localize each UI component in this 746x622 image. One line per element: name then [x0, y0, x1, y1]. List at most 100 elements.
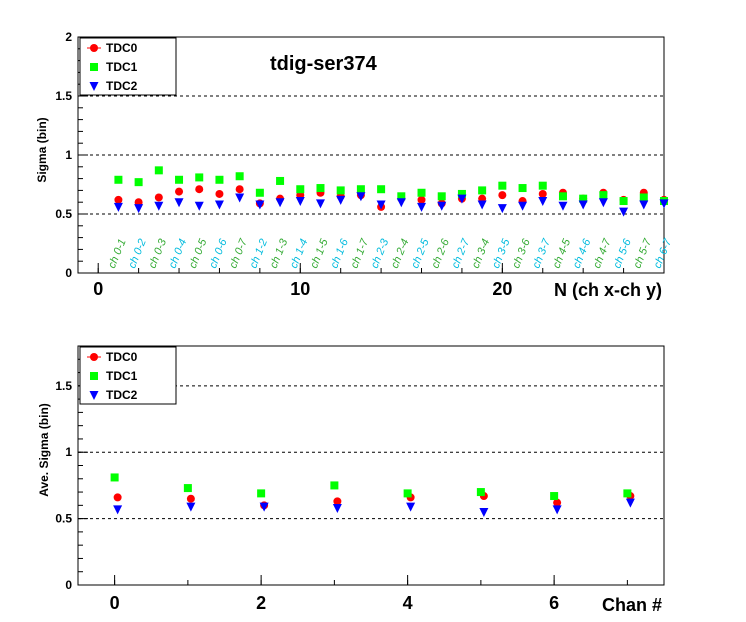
tdc0-point	[498, 191, 507, 200]
top-y-tick-label: 1.5	[55, 89, 72, 103]
tdc2-point	[275, 198, 285, 208]
tdc2-point	[619, 207, 629, 217]
bottom-y-tick-label: 1	[65, 445, 72, 459]
tdc2-point	[598, 198, 608, 208]
legend-label-tdc1: TDC1	[106, 60, 138, 74]
tdc1-point	[478, 186, 487, 195]
legend-marker-tdc1	[90, 63, 98, 71]
top-x-tick-label: 20	[492, 279, 512, 299]
pair-label: ch 1-4	[288, 237, 311, 270]
tdc2-point	[437, 201, 447, 211]
bottom-chart-layer: 0 0.5 1 1.5 0 2 4 6 TDC0 TDC1 TDC2	[55, 345, 664, 613]
tdc1-point	[235, 172, 244, 181]
tdc0-point	[195, 185, 204, 194]
bottom-x-tick-label: 4	[403, 593, 413, 613]
tdc1-point	[377, 185, 386, 194]
pair-label: ch 0-1	[106, 237, 129, 270]
tdc1-point	[154, 166, 163, 175]
tdc1-point	[296, 185, 305, 194]
top-y-tick-label: 0.5	[55, 207, 72, 221]
tdc0-point	[186, 494, 195, 503]
legend-label-tdc2: TDC2	[106, 79, 138, 93]
tdc1-point	[215, 175, 224, 184]
tdc1-point	[276, 176, 285, 185]
tdc0-point	[175, 187, 184, 196]
tdc2-point	[315, 199, 325, 209]
tdc2-point	[356, 192, 366, 202]
bottom-x-tick-label: 6	[549, 593, 559, 613]
tdc1-point	[175, 175, 184, 184]
top-chart-title: tdig-ser374	[270, 53, 378, 75]
pair-label: ch 2-4	[389, 237, 412, 270]
tdc2-point	[336, 195, 346, 205]
legend-marker-tdc2	[89, 82, 99, 91]
top-y-tick-label: 0	[65, 266, 72, 280]
tdc2-point	[113, 202, 123, 212]
tdc2-point	[255, 200, 265, 210]
tdc2-point	[417, 202, 427, 212]
tdc1-point	[255, 188, 264, 197]
tdc2-point	[113, 505, 123, 515]
top-x-tick-label: 10	[290, 279, 310, 299]
legend-marker-tdc2	[89, 391, 99, 400]
top-y-axis-title: Sigma (bin)	[35, 117, 49, 182]
tdc2-point	[376, 200, 386, 210]
tdc2-point	[552, 505, 562, 515]
tdc2-point	[186, 502, 196, 512]
legend-label-tdc0: TDC0	[106, 41, 138, 55]
tdc1-point	[257, 489, 266, 498]
pair-label: ch 6-7	[652, 236, 675, 270]
tdc2-point	[477, 200, 487, 210]
legend-label-tdc0: TDC0	[106, 350, 138, 364]
pair-label: ch 3-4	[470, 237, 493, 270]
tdc1-point	[619, 197, 628, 206]
legend-label-tdc2: TDC2	[106, 388, 138, 402]
legend-marker-tdc0	[90, 353, 98, 361]
tdc2-point	[625, 498, 635, 508]
pair-label: ch 0-4	[167, 237, 190, 270]
tdc1-point	[518, 184, 527, 193]
pair-label: ch 0-2	[126, 237, 149, 270]
tdc1-point	[498, 181, 507, 190]
tdc2-point	[174, 198, 184, 208]
bottom-y-tick-label: 0	[65, 578, 72, 592]
tdc2-point	[406, 502, 416, 512]
tdc2-point	[639, 200, 649, 210]
bottom-x-tick-label: 0	[110, 593, 120, 613]
tdc2-point	[497, 204, 507, 214]
tdc1-point	[183, 484, 192, 493]
tdc2-point	[538, 197, 548, 207]
tdc1-point	[558, 192, 567, 201]
tdc1-point	[316, 184, 325, 193]
top-x-axis-title: N (ch x-ch y)	[554, 280, 662, 300]
tdc0-point	[113, 493, 122, 502]
tdc2-point	[457, 194, 467, 204]
tdc2-point	[332, 503, 342, 513]
tdc0-point	[154, 193, 163, 202]
tdc1-point	[623, 489, 632, 498]
tdc0-point	[235, 185, 244, 194]
tdc2-point	[518, 201, 528, 211]
tdc2-point	[154, 201, 164, 211]
tdc2-point	[259, 502, 269, 512]
top-y-tick-label: 1	[65, 148, 72, 162]
tdc0-point	[215, 189, 224, 198]
tdc2-point	[396, 198, 406, 208]
bottom-y-tick-label: 1.5	[55, 379, 72, 393]
tdc1-point	[538, 181, 547, 190]
tdc2-point	[558, 201, 568, 211]
tdc1-point	[437, 192, 446, 201]
tdc1-point	[195, 173, 204, 182]
tdc1-point	[336, 186, 345, 195]
tdc2-point	[194, 201, 204, 211]
pair-label: ch 1-2	[248, 237, 271, 270]
tdc1-point	[639, 193, 648, 202]
tdc1-point	[599, 191, 608, 200]
legend-marker-tdc0	[90, 44, 98, 52]
tdc1-point	[579, 194, 588, 203]
tdc2-point	[659, 199, 669, 209]
tdc1-point	[476, 488, 485, 497]
tdc2-point	[479, 507, 489, 517]
tdc2-point	[214, 200, 224, 210]
